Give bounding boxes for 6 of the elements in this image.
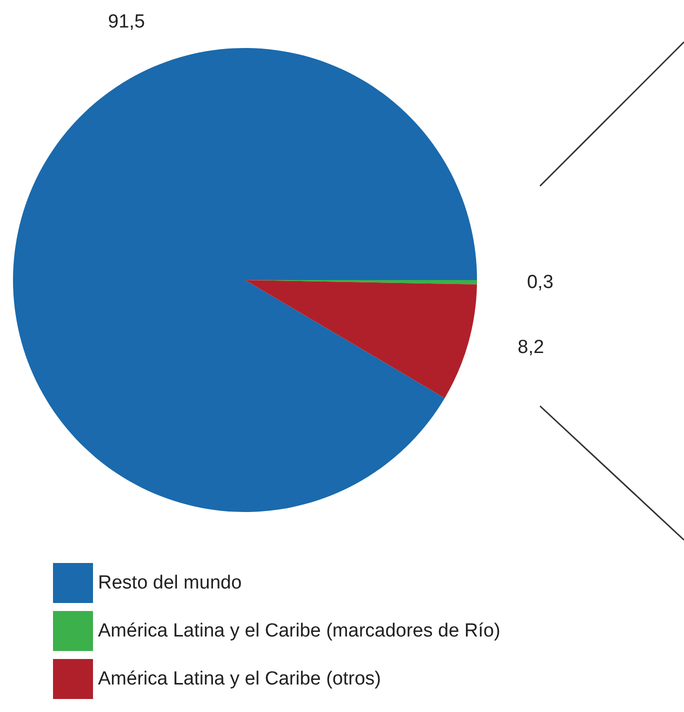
data-label: 8,2: [518, 336, 544, 358]
legend-label: América Latina y el Caribe (otros): [98, 668, 381, 690]
data-label: 0,3: [526, 272, 554, 293]
legend-label: Resto del mundo: [98, 572, 242, 594]
legend-label: América Latina y el Caribe (marcadores de Río): [98, 620, 500, 642]
data-label: 91,5: [108, 12, 145, 32]
